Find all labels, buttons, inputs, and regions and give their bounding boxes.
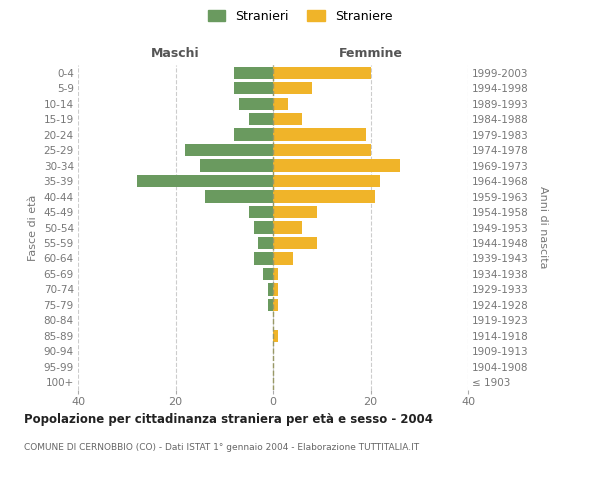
Bar (273, 252, 293, 264)
Bar (137, 175, 273, 188)
Bar (268, 283, 273, 296)
Bar (234, 128, 273, 141)
Bar (234, 66, 273, 79)
Text: Popolazione per cittadinanza straniera per età e sesso - 2004: Popolazione per cittadinanza straniera p… (24, 412, 433, 426)
Bar (254, 222, 273, 234)
Bar (273, 330, 278, 342)
Y-axis label: Fasce di età: Fasce di età (28, 194, 38, 260)
Bar (273, 128, 365, 141)
Bar (273, 283, 278, 296)
Bar (273, 237, 317, 249)
Bar (268, 298, 273, 311)
Y-axis label: Anni di nascita: Anni di nascita (538, 186, 548, 269)
Bar (234, 82, 273, 94)
Text: COMUNE DI CERNOBBIO (CO) - Dati ISTAT 1° gennaio 2004 - Elaborazione TUTTITALIA.: COMUNE DI CERNOBBIO (CO) - Dati ISTAT 1°… (24, 442, 419, 452)
Bar (273, 222, 302, 234)
Bar (185, 144, 273, 156)
Bar (273, 190, 376, 202)
Text: Femmine: Femmine (338, 47, 403, 60)
Legend: Stranieri, Straniere: Stranieri, Straniere (204, 6, 396, 26)
Bar (205, 190, 273, 202)
Bar (273, 160, 400, 172)
Bar (273, 298, 278, 311)
Bar (273, 113, 302, 126)
Bar (239, 98, 273, 110)
Bar (273, 268, 278, 280)
Bar (259, 237, 273, 249)
Bar (254, 252, 273, 264)
Bar (248, 206, 273, 218)
Bar (273, 206, 317, 218)
Bar (273, 66, 371, 79)
Text: Maschi: Maschi (151, 47, 200, 60)
Bar (248, 113, 273, 126)
Bar (263, 268, 273, 280)
Bar (273, 82, 312, 94)
Bar (273, 144, 371, 156)
Bar (273, 98, 287, 110)
Bar (200, 160, 273, 172)
Bar (273, 175, 380, 188)
